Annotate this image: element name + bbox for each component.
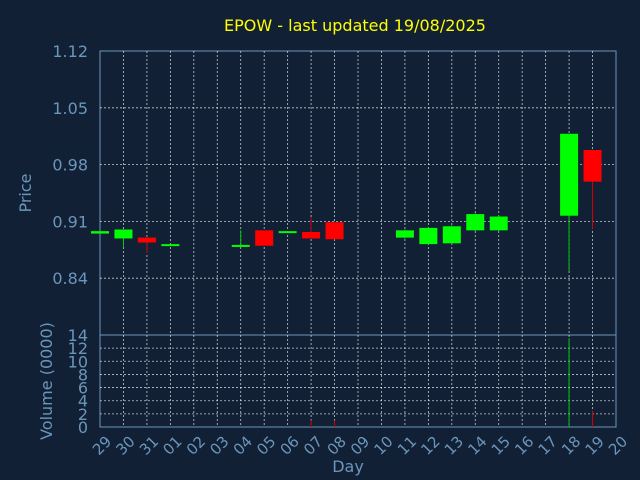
candle-body-up bbox=[395, 230, 414, 238]
candle-body-down bbox=[325, 222, 344, 240]
day-tick-label: 16 bbox=[511, 433, 537, 459]
candle-body-up bbox=[560, 133, 579, 216]
price-tick-label: 1.12 bbox=[52, 42, 88, 61]
day-tick-label: 15 bbox=[488, 433, 514, 459]
day-tick-label: 29 bbox=[89, 433, 115, 459]
volume-tick-label: 0 bbox=[78, 418, 88, 437]
price-tick-label: 1.05 bbox=[52, 99, 88, 118]
day-tick-label: 14 bbox=[464, 433, 490, 459]
day-tick-label: 12 bbox=[417, 433, 443, 459]
candle-body-up bbox=[442, 226, 461, 244]
volume-tick-label: 4 bbox=[78, 392, 88, 411]
candle-body-down bbox=[583, 149, 602, 182]
day-tick-label: 04 bbox=[230, 433, 256, 459]
candle-body-up bbox=[231, 244, 250, 247]
day-tick-label: 13 bbox=[441, 433, 467, 459]
candle-body-up bbox=[114, 229, 133, 239]
candle-body-down bbox=[302, 231, 321, 239]
day-tick-label: 18 bbox=[558, 433, 584, 459]
day-tick-label: 11 bbox=[394, 433, 420, 459]
candle-body-up bbox=[466, 214, 485, 231]
day-tick-label: 03 bbox=[206, 433, 232, 459]
day-tick-label: 08 bbox=[324, 433, 350, 459]
price-tick-label: 0.91 bbox=[52, 212, 88, 231]
day-tick-label: 19 bbox=[582, 433, 608, 459]
day-tick-label: 17 bbox=[535, 433, 561, 459]
volume-tick-label: 8 bbox=[78, 365, 88, 384]
volume-tick-label: 10 bbox=[68, 352, 88, 371]
day-tick-label: 05 bbox=[253, 433, 279, 459]
day-tick-label: 02 bbox=[183, 433, 209, 459]
volume-tick-label: 2 bbox=[78, 405, 88, 424]
candle-body-up bbox=[91, 231, 109, 234]
day-tick-label: 20 bbox=[605, 433, 631, 459]
candle-body-up bbox=[489, 216, 508, 231]
day-tick-label: 06 bbox=[277, 433, 303, 459]
volume-tick-label: 12 bbox=[68, 339, 88, 358]
day-axis-label: Day bbox=[332, 457, 364, 476]
price-tick-label: 0.84 bbox=[52, 269, 88, 288]
day-tick-label: 31 bbox=[136, 433, 162, 459]
price-axis-label: Price bbox=[16, 173, 35, 212]
candle-body-up bbox=[278, 231, 297, 234]
day-tick-label: 01 bbox=[159, 433, 185, 459]
day-tick-label: 30 bbox=[112, 433, 138, 459]
volume-axis-label: Volume (0000) bbox=[37, 322, 56, 440]
candle-body-up bbox=[419, 227, 438, 245]
day-tick-label: 09 bbox=[347, 433, 373, 459]
day-tick-label: 07 bbox=[300, 433, 326, 459]
candle-body-down bbox=[255, 230, 274, 246]
volume-tick-label: 6 bbox=[78, 379, 88, 398]
volume-tick-label: 14 bbox=[68, 326, 88, 345]
day-tick-label: 10 bbox=[370, 433, 396, 459]
price-tick-label: 0.98 bbox=[52, 156, 88, 175]
chart-title: EPOW - last updated 19/08/2025 bbox=[224, 16, 486, 35]
candle-body-down bbox=[137, 237, 156, 243]
candle-body-up bbox=[161, 244, 180, 247]
